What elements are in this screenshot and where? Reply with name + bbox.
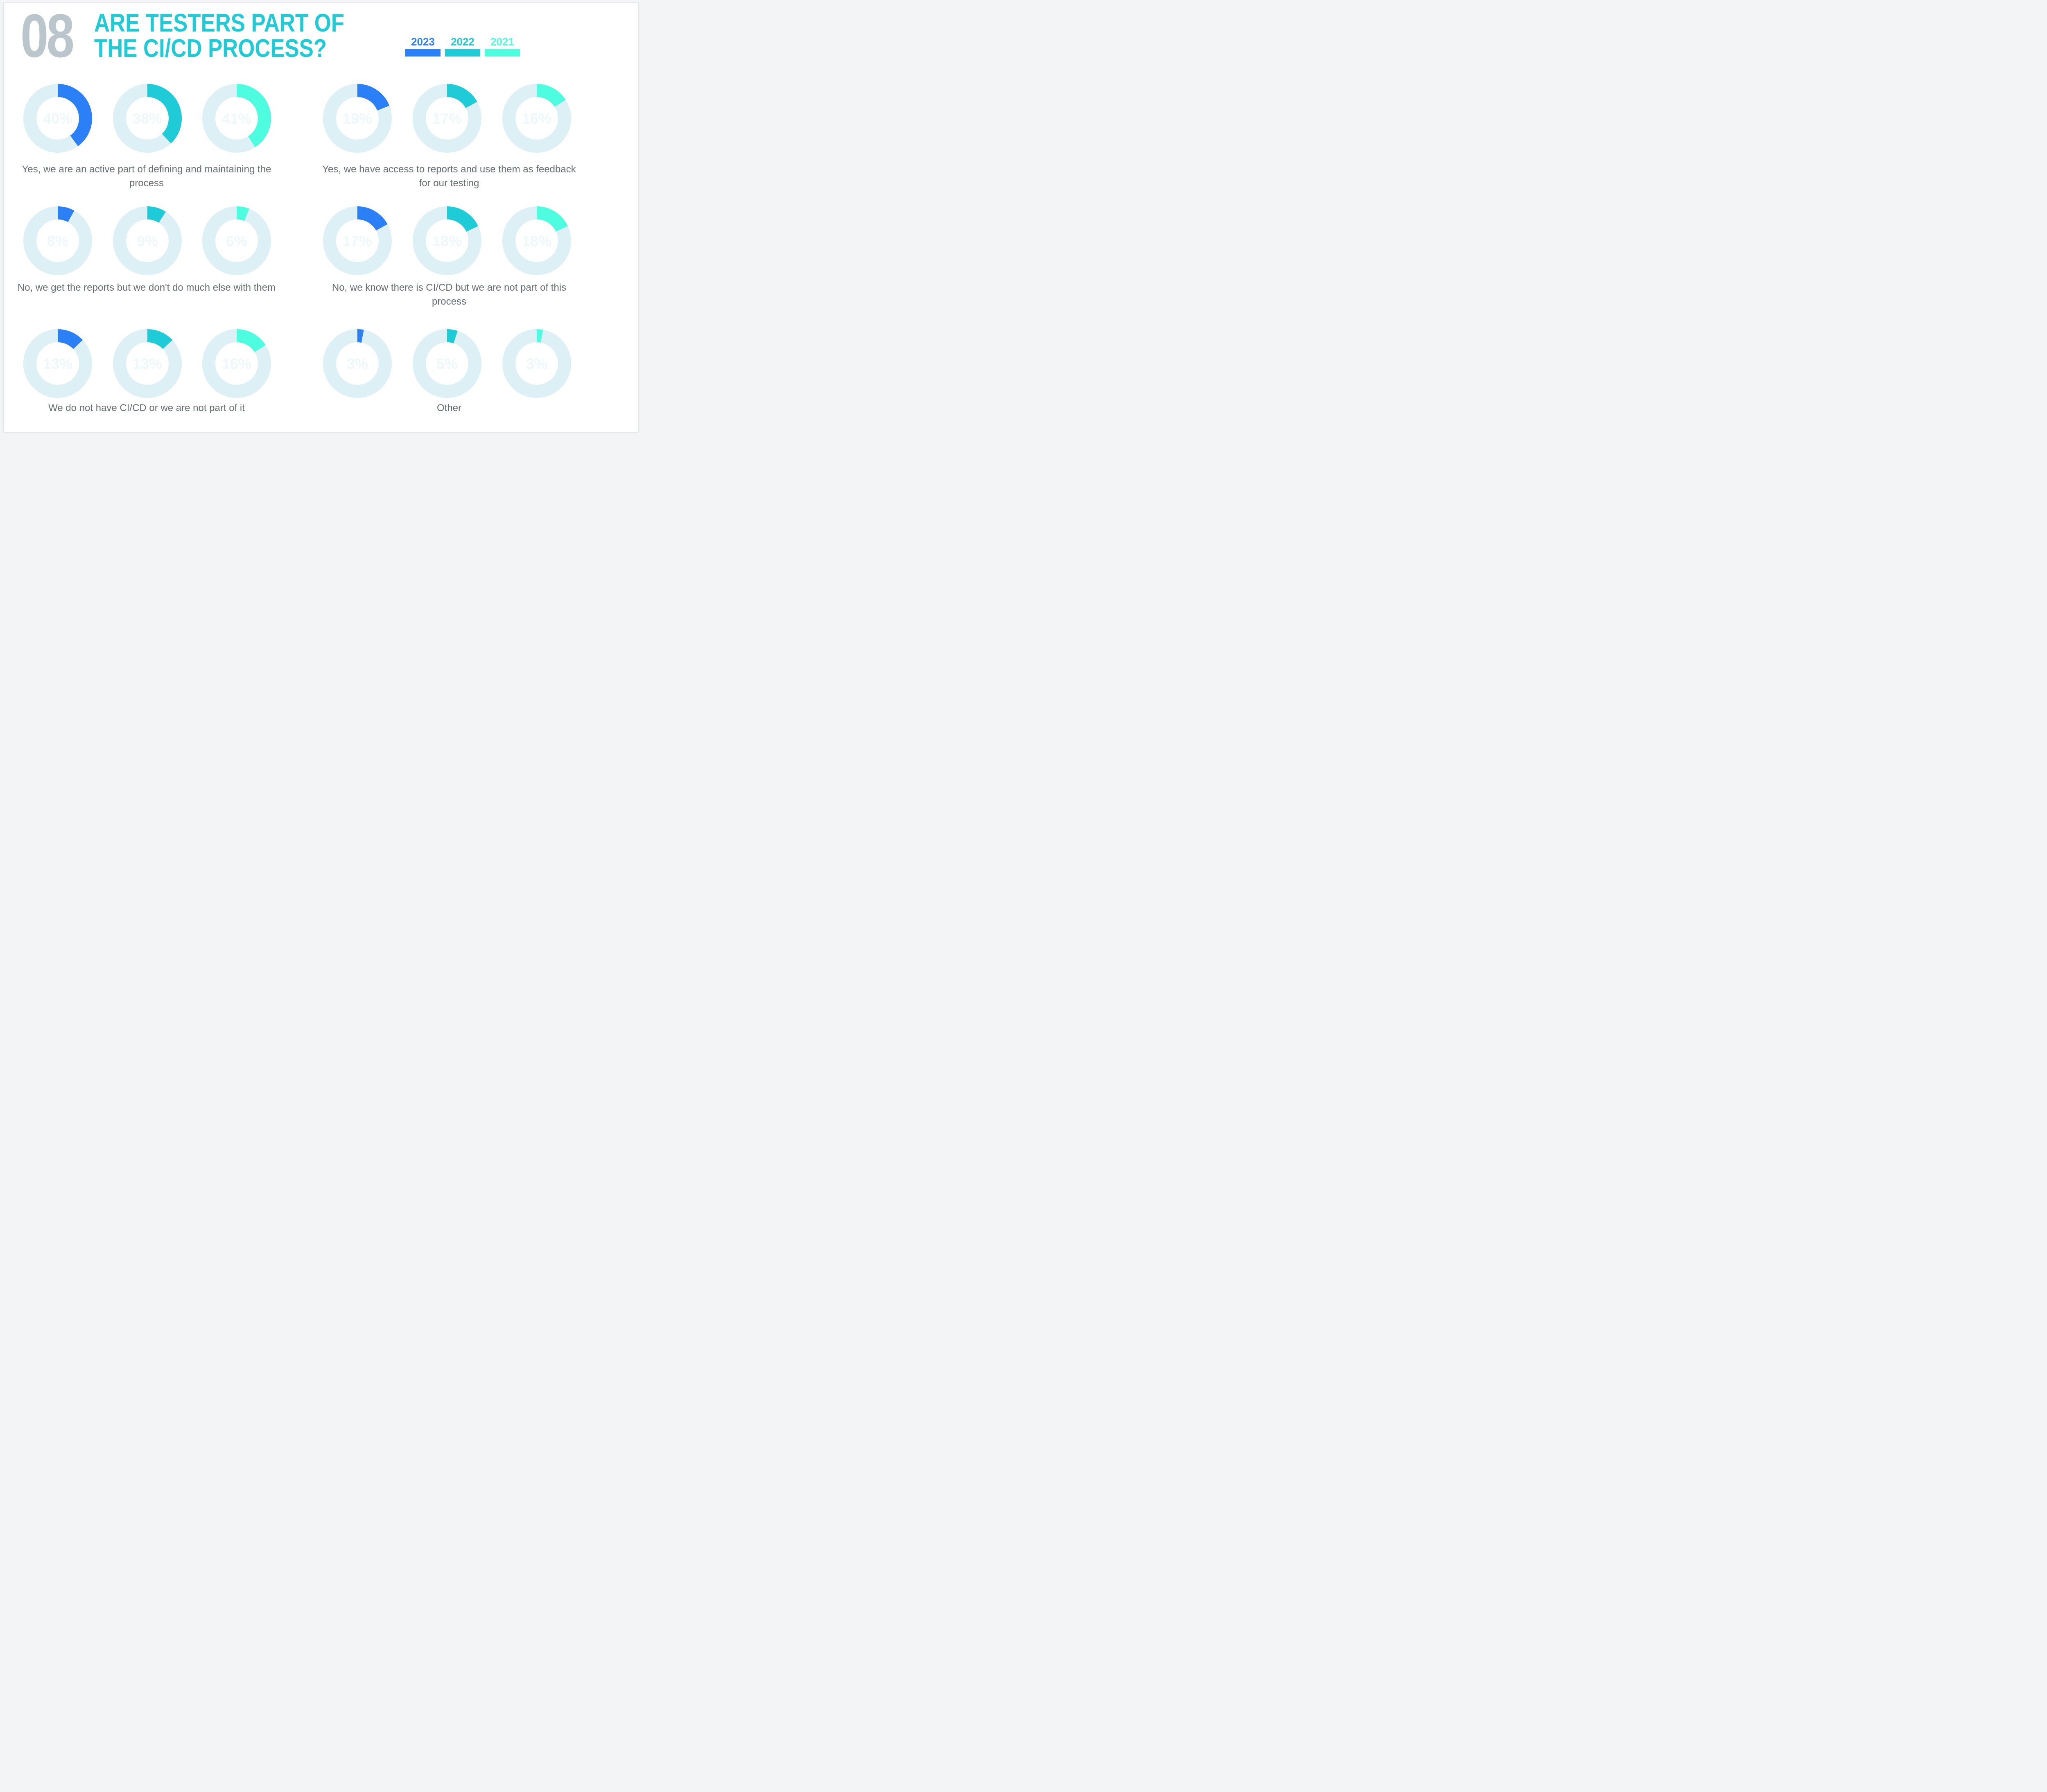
donut-value-label-2023-yes-we-are-an-active-part-of-defining-an: 40% <box>43 110 72 127</box>
donut-value-label-2023-we-do-not-have-ci-cd-or-we-are-not-part-: 13% <box>43 355 72 372</box>
caption-access-reports: Yes, we have access to reports and use t… <box>322 164 576 189</box>
donut-arc-2023-we-do-not-have-ci-cd-or-we-are-not-part- <box>57 329 83 349</box>
legend-year-2021: 2021 <box>490 36 514 48</box>
legend-item-2021: 2021 <box>485 36 520 56</box>
donut-arc-2022-yes-we-are-an-active-part-of-defining-an <box>147 84 182 144</box>
question-title: ARE TESTERS PART OF THE CI/CD PROCESS? <box>94 11 344 61</box>
donut-arc-2021-no-we-get-the-reports-but-we-don-t-do-mu <box>236 206 249 221</box>
title-line-2: THE CI/CD PROCESS? <box>94 34 327 63</box>
donut-value-label-2023-no-we-know-there-is-ci-cd-but-we-are-not: 17% <box>343 233 372 249</box>
donut-arc-2022-other <box>447 329 458 343</box>
donut-value-label-2022-no-we-get-the-reports-but-we-don-t-do-mu: 9% <box>137 233 158 249</box>
donut-value-label-2021-yes-we-have-access-to-reports-and-use-th: 16% <box>522 110 551 127</box>
donut-value-label-2023-no-we-get-the-reports-but-we-don-t-do-mu: 8% <box>47 233 68 249</box>
donut-arc-2023-no-we-know-there-is-ci-cd-but-we-are-not <box>357 206 388 231</box>
donut-value-label-2022-no-we-know-there-is-ci-cd-but-we-are-not: 18% <box>432 233 462 249</box>
donut-value-label-2021-we-do-not-have-ci-cd-or-we-are-not-part-: 16% <box>222 355 251 372</box>
legend-swatch-2022 <box>445 49 480 56</box>
donut-value-label-2022-yes-we-have-access-to-reports-and-use-th: 17% <box>432 110 462 127</box>
donut-arc-2021-we-do-not-have-ci-cd-or-we-are-not-part- <box>236 329 266 353</box>
donut-arc-2023-yes-we-have-access-to-reports-and-use-th <box>357 84 390 111</box>
caption-get-reports: No, we get the reports but we don't do m… <box>17 282 276 293</box>
donut-value-label-2021-yes-we-are-an-active-part-of-defining-an: 41% <box>222 110 251 127</box>
donut-arc-2023-yes-we-are-an-active-part-of-defining-an <box>57 84 92 146</box>
legend: 2023 2022 2021 <box>405 36 520 56</box>
donut-arc-2022-we-do-not-have-ci-cd-or-we-are-not-part- <box>147 329 173 349</box>
donut-charts: 40% 38% 41% 19% 17% 16% 8% 9% 6% 17% 18% 18% 13% 13% 1… <box>23 84 571 398</box>
legend-swatch-2023 <box>405 49 441 56</box>
donut-arc-2023-no-we-get-the-reports-but-we-don-t-do-mu <box>57 206 75 222</box>
legend-item-2023: 2023 <box>405 36 441 56</box>
caption-not-part-of-process: No, we know there is CI/CD but we are no… <box>332 282 567 307</box>
title-line-1: ARE TESTERS PART OF <box>94 9 344 37</box>
donut-value-label-2022-yes-we-are-an-active-part-of-defining-an: 38% <box>133 110 162 127</box>
caption-active-part: Yes, we are an active part of defining a… <box>22 164 271 189</box>
donut-arc-2021-no-we-know-there-is-ci-cd-but-we-are-not <box>536 206 568 232</box>
donut-arc-2022-no-we-get-the-reports-but-we-don-t-do-mu <box>147 206 166 223</box>
section-number: 08 <box>20 1 75 70</box>
donut-value-label-2023-other: 3% <box>347 355 368 372</box>
donut-arc-2022-yes-we-have-access-to-reports-and-use-th <box>447 84 477 108</box>
legend-year-2023: 2023 <box>411 36 435 48</box>
donut-value-label-2022-other: 5% <box>436 355 458 372</box>
donut-value-label-2023-yes-we-have-access-to-reports-and-use-th: 19% <box>343 110 372 127</box>
donut-arc-2021-yes-we-have-access-to-reports-and-use-th <box>536 84 566 107</box>
caption-other: Other <box>436 402 462 414</box>
donut-value-label-2021-other: 3% <box>526 355 547 372</box>
donut-arc-2021-yes-we-are-an-active-part-of-defining-an <box>236 84 271 147</box>
donut-value-label-2021-no-we-get-the-reports-but-we-don-t-do-mu: 6% <box>226 233 247 249</box>
donut-value-label-2021-no-we-know-there-is-ci-cd-but-we-are-not: 18% <box>522 233 551 249</box>
legend-swatch-2021 <box>485 49 520 56</box>
donut-value-label-2022-we-do-not-have-ci-cd-or-we-are-not-part-: 13% <box>133 355 162 372</box>
donut-arc-2022-no-we-know-there-is-ci-cd-but-we-are-not <box>447 206 479 232</box>
legend-item-2022: 2022 <box>445 36 480 56</box>
caption-no-cicd: We do not have CI/CD or we are not part … <box>48 402 245 414</box>
legend-year-2022: 2022 <box>451 36 474 48</box>
